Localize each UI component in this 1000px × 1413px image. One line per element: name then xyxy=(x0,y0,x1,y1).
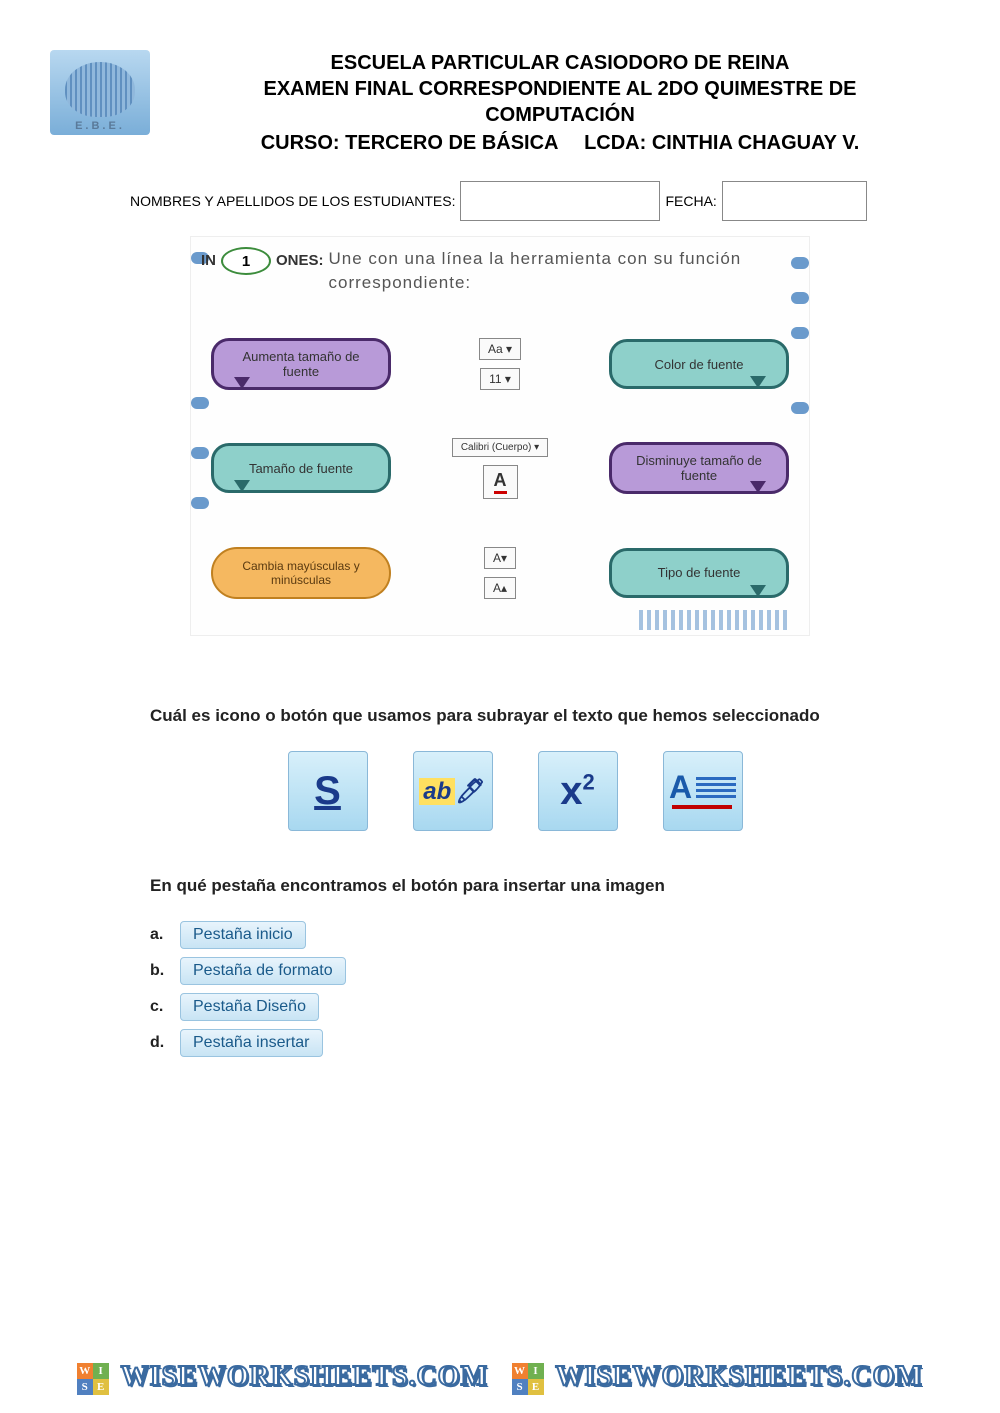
tool-changecase[interactable]: Aa ▾ xyxy=(479,338,521,360)
question-3-text: En qué pestaña encontramos el botón para… xyxy=(150,876,880,896)
student-name-input[interactable] xyxy=(460,181,660,221)
tool-fontsize[interactable]: 11 ▾ xyxy=(480,368,520,390)
tool-shrinkfont[interactable]: A▾ xyxy=(484,547,516,569)
question-2-section: Cuál es icono o botón que usamos para su… xyxy=(150,706,880,1057)
option-marker: b. xyxy=(150,962,170,980)
watermark-text: WISEWORKSHEETS.COM xyxy=(556,1361,923,1392)
instr-suffix: ONES: xyxy=(276,247,324,269)
tool-col-3: A▾ A▴ xyxy=(396,547,604,599)
icon-options-row: S ab🖊 x2 A xyxy=(150,751,880,831)
underline-icon: S xyxy=(314,769,341,814)
option-marker: a. xyxy=(150,926,170,944)
instr-prefix: IN xyxy=(201,247,216,269)
color-bar xyxy=(672,805,732,809)
header-row: E.B.E. ESCUELA PARTICULAR CASIODORO DE R… xyxy=(50,50,950,156)
option-c: c. Pestaña Diseño xyxy=(150,993,880,1021)
textcolor-icon-option[interactable]: A xyxy=(663,751,743,831)
question-3-options: a. Pestaña inicio b. Pestaña de formato … xyxy=(150,921,880,1057)
option-c-button[interactable]: Pestaña Diseño xyxy=(180,993,319,1021)
title-line-1: ESCUELA PARTICULAR CASIODORO DE REINA xyxy=(170,50,950,76)
title-line-4: CURSO: TERCERO DE BÁSICA LCDA: CINTHIA C… xyxy=(170,130,950,156)
option-d-button[interactable]: Pestaña insertar xyxy=(180,1029,323,1057)
option-a-button[interactable]: Pestaña inicio xyxy=(180,921,306,949)
instruction-text: Une con una línea la herramienta con su … xyxy=(329,247,794,295)
left-bubble-2[interactable]: Tamaño de fuente xyxy=(211,443,391,493)
matching-exercise: IN 1 ONES: Une con una línea la herramie… xyxy=(190,236,810,636)
option-marker: c. xyxy=(150,998,170,1016)
right-bubble-2[interactable]: Disminuye tamaño de fuente xyxy=(609,442,789,494)
option-b: b. Pestaña de formato xyxy=(150,957,880,985)
watermark: WI SE WISEWORKSHEETS.COM WI SE WISEWORKS… xyxy=(0,1361,1000,1395)
highlight-icon: ab🖊 xyxy=(419,777,485,806)
tool-growfont[interactable]: A▴ xyxy=(484,577,516,599)
title-line-2: EXAMEN FINAL CORRESPONDIENTE AL 2DO QUIM… xyxy=(170,76,950,102)
title-line-3: COMPUTACIÓN xyxy=(170,102,950,128)
header-titles: ESCUELA PARTICULAR CASIODORO DE REINA EX… xyxy=(170,50,950,156)
tool-col-2: Calibri (Cuerpo) ▾ A xyxy=(396,438,604,499)
student-info-row: NOMBRES Y APELLIDOS DE LOS ESTUDIANTES: … xyxy=(130,181,950,221)
instruction-row: IN 1 ONES: Une con una línea la herramie… xyxy=(201,247,794,295)
watermark-logo-icon: WI SE xyxy=(512,1363,544,1395)
logo-text: E.B.E. xyxy=(75,120,125,132)
date-label: FECHA: xyxy=(665,193,716,209)
globe-icon xyxy=(65,62,135,117)
superscript-icon: x2 xyxy=(560,769,595,814)
right-bubble-1[interactable]: Color de fuente xyxy=(609,339,789,389)
option-d: d. Pestaña insertar xyxy=(150,1029,880,1057)
curso-label: CURSO: TERCERO DE BÁSICA xyxy=(261,130,559,156)
watermark-logo-icon: WI SE xyxy=(77,1363,109,1395)
right-bubble-3[interactable]: Tipo de fuente xyxy=(609,548,789,598)
question-2-text: Cuál es icono o botón que usamos para su… xyxy=(150,706,880,726)
underline-icon-option[interactable]: S xyxy=(288,751,368,831)
textcolor-icon: A xyxy=(669,774,736,809)
option-marker: d. xyxy=(150,1034,170,1052)
left-bubble-3[interactable]: Cambia mayúsculas y minúsculas xyxy=(211,547,391,599)
superscript-icon-option[interactable]: x2 xyxy=(538,751,618,831)
decoration-stripes xyxy=(639,610,789,630)
section-number: 1 xyxy=(221,247,271,275)
date-input[interactable] xyxy=(722,181,867,221)
lcda-label: LCDA: CINTHIA CHAGUAY V. xyxy=(584,130,859,156)
option-a: a. Pestaña inicio xyxy=(150,921,880,949)
tool-fontcolor[interactable]: A xyxy=(483,465,518,499)
lines-icon xyxy=(696,774,736,801)
option-b-button[interactable]: Pestaña de formato xyxy=(180,957,346,985)
match-grid: Aumenta tamaño de fuente Aa ▾ 11 ▾ Color… xyxy=(191,312,809,635)
highlight-icon-option[interactable]: ab🖊 xyxy=(413,751,493,831)
left-bubble-1[interactable]: Aumenta tamaño de fuente xyxy=(211,338,391,390)
watermark-text: WISEWORKSHEETS.COM xyxy=(121,1361,488,1392)
worksheet-page: E.B.E. ESCUELA PARTICULAR CASIODORO DE R… xyxy=(0,0,1000,1057)
school-logo: E.B.E. xyxy=(50,50,150,135)
tool-fontname[interactable]: Calibri (Cuerpo) ▾ xyxy=(452,438,548,457)
student-names-label: NOMBRES Y APELLIDOS DE LOS ESTUDIANTES: xyxy=(130,193,455,209)
tool-col-1: Aa ▾ 11 ▾ xyxy=(396,338,604,390)
